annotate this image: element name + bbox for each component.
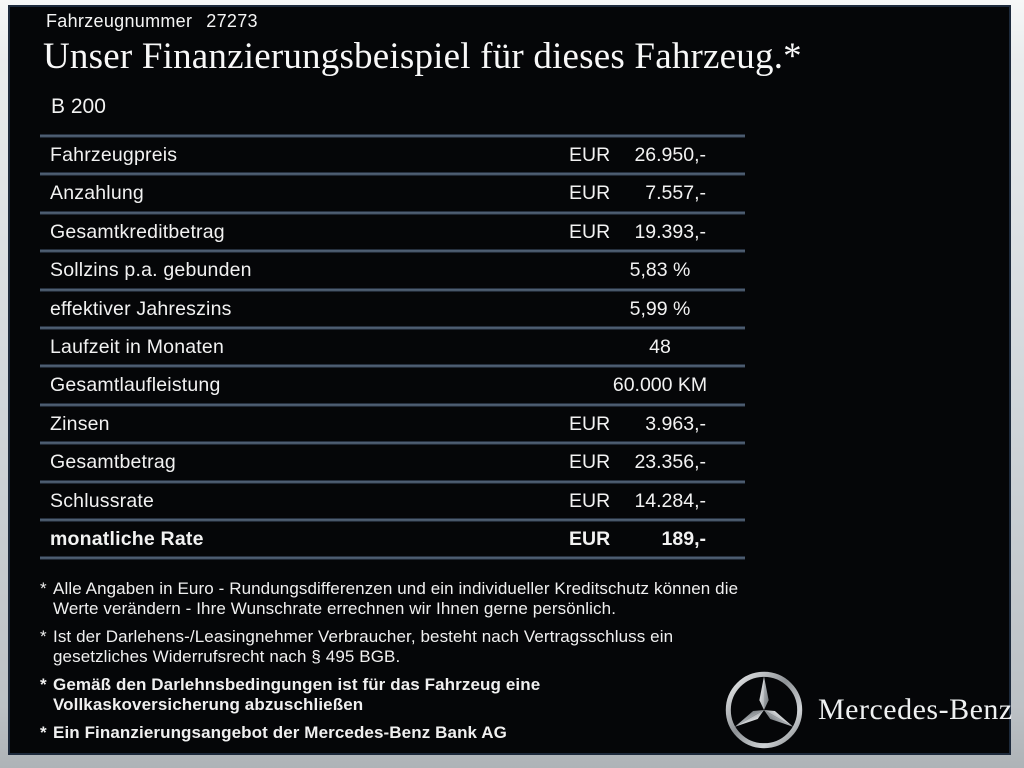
table-row: Gesamtkreditbetrag EUR 19.393,-: [40, 215, 745, 249]
vehicle-number-label: Fahrzeugnummer: [46, 11, 193, 31]
page-title: Unser Finanzierungsbeispiel für dieses F…: [43, 36, 802, 77]
row-separator-line: [40, 287, 745, 292]
finance-page: Fahrzeugnummer 27273 Unser Finanzierungsb…: [8, 5, 1012, 755]
row-amount: 48: [649, 335, 671, 358]
row-amount: 19.393,-: [634, 220, 706, 243]
row-amount: 23.356,-: [634, 451, 706, 474]
row-separator-line: [40, 249, 745, 254]
table-row: Zinsen EUR 3.963,-: [40, 407, 745, 441]
vehicle-number-line: Fahrzeugnummer 27273: [46, 11, 258, 32]
table-row: effektiver Jahreszins 5,99 %: [40, 292, 745, 326]
row-separator-line: [40, 134, 745, 138]
footnote-text: Gemäß den Darlehnsbedingungen ist für da…: [53, 675, 541, 714]
footnote-asterisk: *: [40, 627, 47, 646]
row-separator-line: [40, 556, 745, 561]
row-currency: EUR: [569, 182, 611, 205]
vehicle-model: B 200: [51, 95, 106, 118]
row-label: Schlussrate: [50, 489, 155, 512]
row-label: Fahrzeugpreis: [50, 144, 178, 166]
footnote-text: Ein Finanzierungsangebot der Mercedes-Be…: [53, 723, 508, 742]
row-currency: EUR: [569, 489, 611, 512]
row-amount: 14.284,-: [634, 489, 706, 512]
table-row: monatliche Rate EUR 189,-: [40, 522, 745, 556]
footnote-asterisk: *: [40, 675, 47, 694]
row-amount: 3.963,-: [645, 412, 706, 435]
row-currency: EUR: [569, 527, 611, 550]
row-label: Laufzeit in Monaten: [50, 335, 224, 358]
footnote: * Gemäß den Darlehnsbedingungen ist für …: [40, 675, 752, 714]
row-separator-line: [40, 364, 745, 369]
mercedes-benz-wordmark: Mercedes-Benz: [818, 693, 1013, 726]
row-currency: EUR: [569, 220, 611, 243]
row-amount: 7.557,-: [645, 182, 706, 205]
row-label: effektiver Jahreszins: [50, 297, 232, 320]
row-separator-line: [40, 479, 745, 484]
footnote: * Ein Finanzierungsangebot der Mercedes-…: [40, 723, 752, 743]
row-amount: 26.950,-: [634, 144, 706, 166]
table-row: Gesamtlaufleistung 60.000 KM: [40, 368, 745, 402]
row-amount: 189,-: [661, 527, 706, 550]
table-row: Fahrzeugpreis EUR 26.950,-: [40, 138, 745, 172]
row-currency: EUR: [569, 412, 611, 435]
footnotes: * Alle Angaben in Euro - Rundungsdiffere…: [40, 579, 752, 752]
row-separator-line: [40, 517, 745, 522]
row-amount: 5,99 %: [629, 297, 691, 320]
table-row: Sollzins p.a. gebunden 5,83 %: [40, 253, 745, 287]
footnote: * Ist der Darlehens-/Leasingnehmer Verbr…: [40, 627, 752, 666]
footnote-asterisk: *: [40, 579, 47, 598]
row-label: Zinsen: [50, 412, 110, 435]
table-row: Anzahlung EUR 7.557,-: [40, 176, 745, 210]
row-label: Gesamtbetrag: [50, 451, 176, 474]
row-separator-line: [40, 172, 745, 177]
footnote-text: Alle Angaben in Euro - Rundungsdifferenz…: [53, 579, 739, 618]
row-label: Gesamtkreditbetrag: [50, 220, 225, 243]
vehicle-number-value: 27273: [206, 11, 258, 31]
footnote-text: Ist der Darlehens-/Leasingnehmer Verbrau…: [53, 627, 674, 666]
table-row: Laufzeit in Monaten 48: [40, 330, 745, 364]
row-currency: EUR: [569, 451, 611, 474]
finance-table: Fahrzeugpreis EUR 26.950,- Anzahlung EUR…: [40, 134, 745, 561]
mercedes-star-icon: [725, 671, 803, 749]
footnote: * Alle Angaben in Euro - Rundungsdiffere…: [40, 579, 752, 618]
row-label: monatliche Rate: [50, 527, 204, 550]
row-amount: 60.000 KM: [612, 374, 708, 397]
table-row: Schlussrate EUR 14.284,-: [40, 484, 745, 518]
row-label: Anzahlung: [50, 182, 144, 205]
row-separator-line: [40, 210, 745, 215]
row-currency: EUR: [569, 144, 611, 166]
row-label: Gesamtlaufleistung: [50, 374, 221, 397]
footnote-asterisk: *: [40, 723, 47, 742]
row-separator-line: [40, 325, 745, 330]
table-row: Gesamtbetrag EUR 23.356,-: [40, 445, 745, 479]
brand-block: Mercedes-Benz: [722, 667, 1012, 753]
row-separator-line: [40, 402, 745, 407]
row-separator-line: [40, 441, 745, 446]
row-amount: 5,83 %: [629, 259, 691, 282]
row-label: Sollzins p.a. gebunden: [50, 259, 252, 282]
